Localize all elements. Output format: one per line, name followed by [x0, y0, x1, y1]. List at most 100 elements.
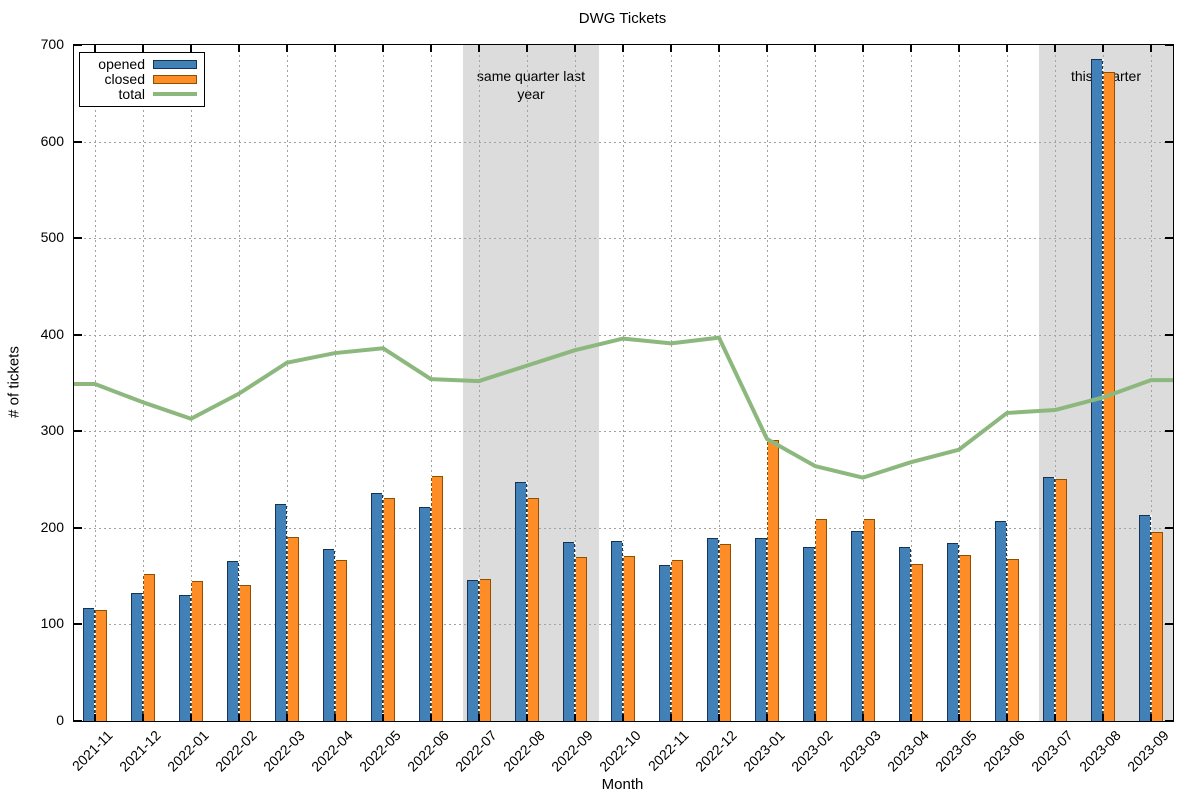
grid-over-bar	[238, 560, 240, 721]
y-axis-tick	[1165, 430, 1173, 433]
y-axis-tick	[74, 623, 82, 626]
x-axis-tick	[1102, 714, 1104, 721]
grid-over-bar	[958, 543, 960, 721]
grid-over-bar	[94, 608, 96, 721]
grid-over-bar	[814, 519, 816, 721]
grid-over-bar	[1006, 521, 1008, 721]
x-axis-tick	[286, 714, 288, 721]
x-tick-label: 2022-12	[691, 727, 740, 775]
legend-swatch-closed-icon	[153, 74, 197, 84]
y-tick-label: 200	[40, 518, 64, 535]
x-axis-tick	[574, 714, 576, 721]
h-gridline	[74, 334, 1173, 336]
grid-over-bar	[334, 549, 336, 721]
x-tick-label: 2023-06	[979, 727, 1028, 775]
x-axis-tick	[862, 714, 864, 721]
x-tick-label: 2023-04	[883, 727, 932, 775]
v-gridline	[286, 45, 288, 721]
v-gridline	[718, 45, 720, 721]
v-gridline	[862, 45, 864, 721]
x-tick-label: 2023-05	[931, 727, 980, 775]
v-gridline	[334, 45, 336, 721]
grid-over-bar	[862, 519, 864, 721]
x-axis-tick	[526, 714, 528, 721]
v-gridline	[142, 45, 144, 721]
legend-item-opened: opened	[87, 56, 197, 72]
v-gridline	[238, 45, 240, 721]
v-gridline	[430, 45, 432, 721]
v-gridline	[670, 45, 672, 721]
legend-label-closed: closed	[104, 71, 145, 87]
x-axis-tick	[958, 45, 960, 52]
y-tick-label: 500	[40, 229, 64, 246]
y-axis-tick	[1165, 623, 1173, 626]
grid-over-bar	[670, 559, 672, 721]
x-axis-tick	[1054, 45, 1056, 52]
legend: opened closed total	[79, 52, 205, 107]
v-gridline	[382, 45, 384, 721]
h-gridline	[74, 527, 1173, 529]
grid-over-bar	[526, 482, 528, 721]
x-tick-label: 2022-06	[403, 727, 452, 775]
legend-item-total: total	[87, 86, 197, 102]
y-axis-tick	[1165, 526, 1173, 529]
x-axis-tick	[766, 714, 768, 721]
x-axis-tick	[622, 45, 624, 52]
x-tick-label: 2023-08	[1075, 727, 1124, 775]
band-label: same quarter last year	[476, 68, 586, 102]
x-axis-tick	[190, 45, 192, 52]
v-gridline	[190, 45, 192, 721]
x-tick-label: 2023-01	[739, 727, 788, 775]
x-axis-tick	[1006, 714, 1008, 721]
v-gridline	[1054, 45, 1056, 721]
x-axis-tick	[286, 45, 288, 52]
x-tick-label: 2022-07	[451, 727, 500, 775]
x-tick-label: 2023-03	[835, 727, 884, 775]
y-axis-tick	[74, 720, 82, 722]
plot-area: same quarter last year this quarter	[73, 44, 1174, 722]
y-axis-tick	[1165, 44, 1173, 46]
grid-over-bar	[1054, 476, 1056, 721]
v-gridline	[574, 45, 576, 721]
x-axis-title: Month	[601, 776, 644, 793]
x-axis-tick	[622, 714, 624, 721]
x-axis-tick	[574, 45, 576, 52]
x-tick-label: 2022-01	[163, 727, 212, 775]
x-tick-label: 2022-04	[307, 727, 356, 775]
legend-label-total: total	[118, 86, 145, 102]
x-axis-tick	[910, 714, 912, 721]
x-tick-label: 2023-07	[1027, 727, 1076, 775]
total-line	[74, 335, 1173, 480]
y-tick-label: 700	[40, 36, 64, 52]
x-axis-tick	[430, 714, 432, 721]
x-axis-tick	[382, 45, 384, 52]
v-gridline	[814, 45, 816, 721]
x-axis-tick	[478, 45, 480, 52]
x-axis-tick	[94, 45, 96, 52]
x-axis-tick	[238, 45, 240, 52]
x-tick-label: 2022-09	[547, 727, 596, 775]
x-tick-label: 2021-12	[115, 727, 164, 775]
grid-over-bar	[910, 547, 912, 721]
y-axis-tick	[1165, 333, 1173, 336]
y-axis-title: # of tickets	[5, 346, 23, 418]
grid-over-bar	[718, 538, 720, 721]
legend-item-closed: closed	[87, 71, 197, 87]
v-gridline	[766, 45, 768, 721]
legend-swatch-total-icon	[153, 92, 197, 96]
v-gridline	[910, 45, 912, 721]
grid-over-bar	[478, 579, 480, 721]
chart-title: DWG Tickets	[578, 10, 667, 27]
x-axis-tick	[814, 714, 816, 721]
x-axis-tick	[670, 714, 672, 721]
grid-over-bar	[766, 439, 768, 721]
v-gridline	[622, 45, 624, 721]
h-gridline	[74, 431, 1173, 433]
y-tick-label: 400	[40, 325, 64, 342]
y-tick-label: 100	[40, 615, 64, 632]
x-axis-tick	[142, 714, 144, 721]
x-axis-tick	[718, 714, 720, 721]
v-gridline	[1150, 45, 1152, 721]
y-tick-label: 300	[40, 422, 64, 439]
h-gridline	[74, 141, 1173, 143]
